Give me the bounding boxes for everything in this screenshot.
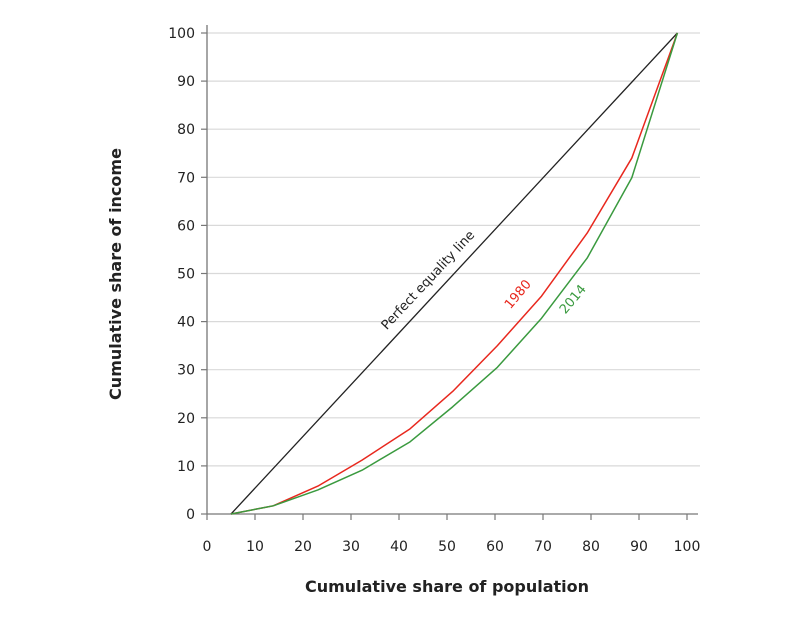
y-axis-label: Cumulative share of income bbox=[106, 148, 125, 400]
y-tick-labels: 0 10 20 30 40 50 60 70 80 90 100 bbox=[168, 26, 195, 523]
x-tick-label: 40 bbox=[390, 539, 408, 555]
series-lines bbox=[230, 32, 679, 515]
y-tick-label: 80 bbox=[177, 122, 195, 138]
x-tick-label: 30 bbox=[342, 539, 360, 555]
y-tick-label: 50 bbox=[177, 267, 195, 283]
y-tick-label: 30 bbox=[177, 363, 195, 379]
y-tick-label: 20 bbox=[177, 411, 195, 427]
series-line-1980 bbox=[230, 32, 679, 515]
y-tick-label: 100 bbox=[168, 26, 195, 42]
x-tick-label: 60 bbox=[486, 539, 504, 555]
equality-line bbox=[230, 32, 678, 515]
x-axis-label: Cumulative share of population bbox=[305, 577, 589, 596]
series-line-2014 bbox=[230, 32, 679, 515]
y-tick-label: 90 bbox=[177, 74, 195, 90]
y-tick-label: 40 bbox=[177, 315, 195, 331]
x-tick-labels: 0 10 20 30 40 50 60 70 80 90 100 bbox=[203, 539, 701, 555]
x-tick-label: 10 bbox=[246, 539, 264, 555]
series-label-1980: 1980 bbox=[502, 277, 535, 312]
y-tick-label: 70 bbox=[177, 170, 195, 186]
axes bbox=[201, 25, 698, 520]
x-tick-label: 90 bbox=[630, 539, 648, 555]
y-tick-label: 10 bbox=[177, 459, 195, 475]
x-tick-label: 50 bbox=[438, 539, 456, 555]
y-tick-label: 60 bbox=[177, 218, 195, 234]
series-label-2014: 2014 bbox=[557, 282, 590, 317]
x-tick-label: 70 bbox=[534, 539, 552, 555]
x-tick-label: 20 bbox=[294, 539, 312, 555]
x-tick-label: 0 bbox=[203, 539, 212, 555]
x-tick-label: 80 bbox=[582, 539, 600, 555]
y-tick-label: 0 bbox=[186, 507, 195, 523]
equality-line-label: Perfect equality line bbox=[379, 228, 478, 333]
x-tick-label: 100 bbox=[674, 539, 701, 555]
